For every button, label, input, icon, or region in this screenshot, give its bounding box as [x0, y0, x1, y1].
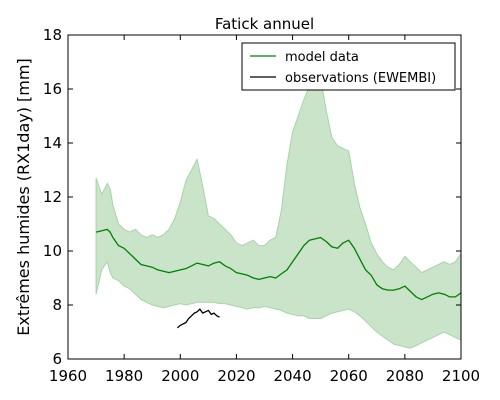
x-tick-label: 2100	[442, 367, 480, 385]
y-tick-label: 14	[43, 134, 62, 152]
legend-label-observations: observations (EWEMBI)	[285, 71, 436, 86]
y-axis-label: Extrêmes humides (RX1day) [mm]	[14, 58, 33, 335]
axis-ticks: 1960 1980 2000 2020 2040 2060 2080 2100 6 8 10 12 14…	[43, 26, 480, 385]
legend-label-model-data: model data	[285, 50, 359, 65]
x-tick-label: 2080	[386, 367, 424, 385]
legend: model data observations (EWEMBI)	[241, 42, 456, 91]
model-range-fill	[95, 77, 462, 349]
x-tick-label: 1960	[49, 367, 87, 385]
model-range-band	[95, 77, 462, 349]
x-tick-label: 2060	[330, 367, 368, 385]
y-tick-label: 8	[52, 296, 62, 314]
x-tick-label: 2040	[273, 367, 311, 385]
y-tick-label: 18	[43, 26, 62, 44]
model-data-line	[95, 228, 462, 301]
x-tick-label: 2000	[161, 367, 199, 385]
chart-title: Fatick annuel	[215, 15, 314, 33]
y-tick-label: 16	[43, 80, 62, 98]
x-tick-label: 1980	[105, 367, 143, 385]
y-tick-label: 12	[43, 188, 62, 206]
y-tick-label: 10	[43, 242, 62, 260]
series-lines	[95, 228, 462, 329]
y-tick-label: 6	[52, 350, 62, 368]
legend-box	[241, 42, 456, 91]
observations-line	[177, 308, 220, 329]
x-tick-label: 2020	[217, 367, 255, 385]
